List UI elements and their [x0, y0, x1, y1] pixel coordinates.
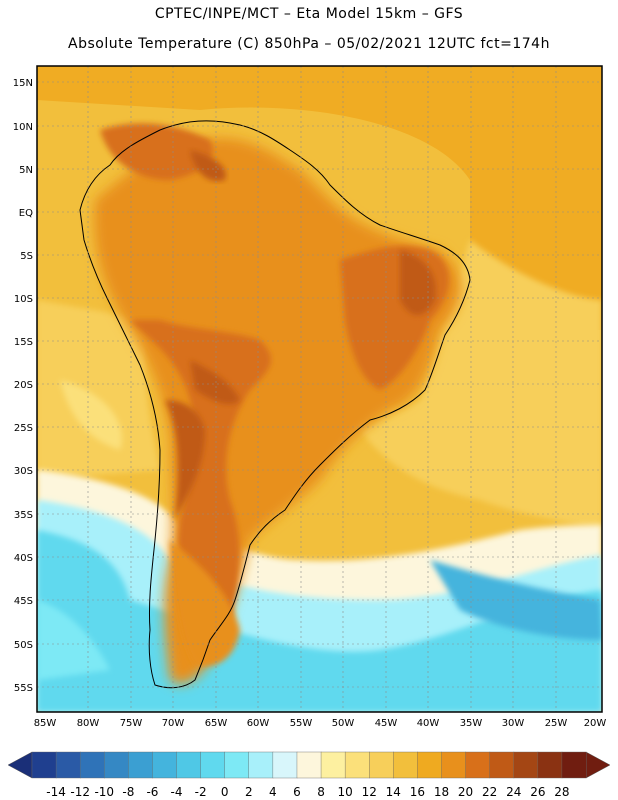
lon-label: 85W [34, 718, 57, 729]
longitude-axis: 85W 80W 75W 70W 65W 60W 55W 50W 45W 40W … [34, 718, 607, 729]
lon-label: 25W [545, 718, 568, 729]
lat-label: 20S [14, 380, 33, 391]
coastline [79, 120, 471, 689]
colorbar-high-arrow [585, 751, 611, 779]
colorbar-label: -6 [146, 785, 158, 799]
colorbar-label: 22 [482, 785, 497, 799]
colorbar-label: 12 [362, 785, 377, 799]
colorbar-label: 8 [317, 785, 325, 799]
lon-label: 20W [584, 718, 607, 729]
colorbar: -14 -12 -10 -8 -6 -4 -2 0 2 4 6 8 10 12 14 16 18 20 22 24 26… [7, 751, 611, 799]
colorbar-swatch [417, 751, 442, 779]
lat-label: 30S [14, 466, 33, 477]
lon-label: 50W [332, 718, 355, 729]
colorbar-label: 28 [554, 785, 569, 799]
map-frame [36, 65, 603, 713]
colorbar-swatch [489, 751, 515, 779]
lon-label: 45W [375, 718, 398, 729]
colorbar-label: 26 [530, 785, 545, 799]
colorbar-swatch [79, 751, 105, 779]
colorbar-swatch [55, 751, 81, 779]
colorbar-swatch [31, 751, 57, 779]
colorbar-label: -2 [195, 785, 207, 799]
lon-label: 55W [290, 718, 313, 729]
lon-label: 35W [460, 718, 483, 729]
colorbar-swatch [369, 751, 394, 779]
lat-label: 35S [14, 510, 33, 521]
lat-label: 40S [14, 553, 33, 564]
lon-label: 30W [502, 718, 525, 729]
lon-label: 70W [162, 718, 185, 729]
colorbar-swatch [200, 751, 226, 779]
colorbar-label: -8 [122, 785, 134, 799]
lat-label: 45S [14, 596, 33, 607]
lat-label: 10N [13, 122, 33, 133]
lat-label: 25S [14, 423, 33, 434]
colorbar-label: 14 [386, 785, 401, 799]
colorbar-swatch [248, 751, 274, 779]
lat-label: 5S [20, 251, 33, 262]
colorbar-swatch [224, 751, 250, 779]
colorbar-label: 18 [434, 785, 449, 799]
colorbar-swatch [537, 751, 563, 779]
colorbar-swatch [465, 751, 491, 779]
colorbar-label: -12 [70, 785, 90, 799]
colorbar-label: 2 [245, 785, 253, 799]
colorbar-swatch [320, 751, 346, 779]
colorbar-label: 0 [221, 785, 229, 799]
colorbar-swatch [441, 751, 467, 779]
colorbar-swatch [513, 751, 539, 779]
colorbar-swatch [176, 751, 202, 779]
colorbar-swatch [152, 751, 178, 779]
colorbar-swatch [393, 751, 418, 779]
colorbar-swatch [344, 751, 370, 779]
latitude-axis: 15N 10N 5N EQ 5S 10S 15S 20S 25S 30S 35S… [13, 78, 33, 694]
colorbar-label: -14 [46, 785, 66, 799]
colorbar-label: 16 [410, 785, 425, 799]
lon-label: 60W [247, 718, 270, 729]
colorbar-swatch [272, 751, 298, 779]
lon-label: 65W [205, 718, 228, 729]
colorbar-label: -4 [171, 785, 183, 799]
lat-label: 5N [19, 165, 33, 176]
lon-label: 75W [120, 718, 143, 729]
colorbar-low-arrow [7, 751, 33, 779]
lat-label: 55S [14, 683, 33, 694]
graticule [37, 66, 602, 712]
lat-label: 10S [14, 294, 33, 305]
colorbar-label: 4 [269, 785, 277, 799]
colorbar-label: -10 [94, 785, 114, 799]
chart-title-line2: Absolute Temperature (C) 850hPa – 05/02/… [68, 36, 550, 52]
colorbar-swatch [561, 751, 587, 779]
colorbar-swatch [104, 751, 129, 779]
chart-title-line1: CPTEC/INPE/MCT – Eta Model 15km – GFS [154, 6, 464, 22]
colorbar-label: 10 [337, 785, 352, 799]
colorbar-label: 20 [458, 785, 473, 799]
lon-label: 80W [77, 718, 100, 729]
lon-label: 40W [417, 718, 440, 729]
lat-label: 50S [14, 640, 33, 651]
temperature-field [37, 66, 602, 712]
colorbar-swatch [128, 751, 153, 779]
colorbar-swatch [296, 751, 322, 779]
lat-label: EQ [19, 208, 33, 219]
colorbar-label: 24 [506, 785, 521, 799]
lat-label: 15N [13, 78, 33, 89]
lat-label: 15S [14, 337, 33, 348]
colorbar-label: 6 [293, 785, 301, 799]
